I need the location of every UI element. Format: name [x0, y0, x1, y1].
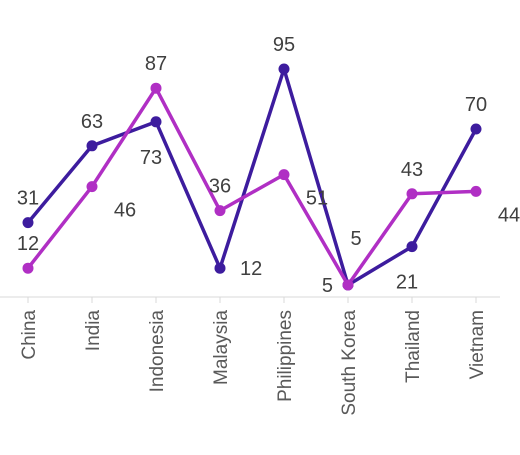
series-2-point: [150, 82, 162, 94]
series-2-point: [214, 205, 226, 217]
series-1-data-label: 5: [322, 275, 333, 297]
series-2-point: [278, 169, 290, 181]
series-2-line: [26, 86, 478, 287]
series-1-data-label: 21: [396, 272, 418, 294]
series-2-data-label: 5: [350, 228, 361, 250]
series-2-point: [342, 279, 354, 291]
series-2-data-label: 44: [498, 204, 520, 226]
series-2-data-label: 46: [114, 200, 136, 222]
series-2-point: [22, 262, 34, 274]
x-tick-label: Indonesia: [147, 310, 168, 393]
data-labels: 31 12 63 46 73 87 12 36 95 51 5 5 21 43 70 44: [17, 34, 520, 297]
series-2-data-label: 12: [17, 233, 39, 255]
series-1-data-label: 31: [17, 188, 39, 210]
series-2-data-label: 43: [401, 159, 423, 181]
series-1-line: [26, 67, 478, 287]
x-axis-tick-labels: China India Indonesia Malaysia Philippines So…: [19, 310, 488, 416]
series-1-data-label: 95: [273, 34, 295, 56]
series-points: [22, 63, 482, 291]
x-tick-label: Philippines: [275, 310, 296, 402]
series-1-point: [470, 123, 482, 135]
series-1-point: [278, 63, 290, 75]
series-2-point: [86, 181, 98, 193]
x-tick-label: South Korea: [339, 310, 360, 416]
series-1-data-label: 70: [465, 94, 487, 116]
series-1-point: [86, 140, 98, 152]
x-axis-ticks: [27, 297, 477, 303]
x-tick-label: China: [19, 310, 40, 360]
series-1-point: [22, 217, 34, 229]
x-tick-label: Thailand: [403, 310, 424, 383]
series-2-data-label: 87: [145, 53, 167, 75]
series-1-point: [150, 116, 162, 128]
series-2-data-label: 51: [306, 188, 328, 210]
series-lines: [26, 67, 478, 287]
series-1-data-label: 12: [240, 258, 262, 280]
series-2-data-label: 36: [209, 176, 231, 198]
x-tick-label: Malaysia: [211, 310, 232, 385]
x-tick-label: India: [83, 310, 104, 352]
series-2-point: [470, 185, 482, 197]
series-1-point: [214, 262, 226, 274]
series-1-data-label: 73: [140, 147, 162, 169]
series-1-data-label: 63: [81, 111, 103, 133]
series-1-point: [406, 241, 418, 253]
series-2-point: [406, 188, 418, 200]
x-tick-label: Vietnam: [467, 310, 488, 379]
